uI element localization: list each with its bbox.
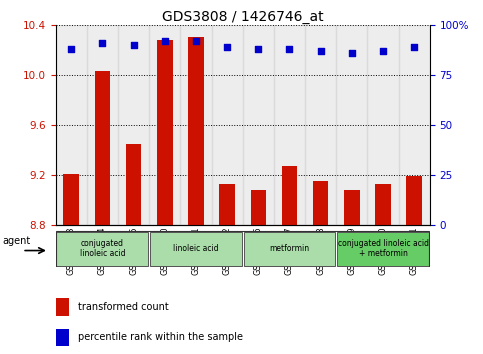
Bar [188,37,204,225]
Bar [57,232,148,266]
Point [161,38,169,44]
Bar [56,298,69,316]
Bar [63,173,79,225]
Bar [243,232,335,266]
Point [129,42,137,47]
Bar [150,232,242,266]
Bar [157,40,172,225]
Bar [56,25,87,225]
Bar [126,143,142,225]
Text: agent: agent [3,235,31,246]
Bar [375,183,391,225]
Bar [251,190,266,225]
Bar [242,25,274,225]
Point [192,38,200,44]
Point [67,46,75,52]
Bar [305,25,336,225]
Bar [212,25,242,225]
Text: conjugated
linoleic acid: conjugated linoleic acid [80,239,125,258]
Point [348,50,356,56]
Bar [282,166,298,225]
Text: percentile rank within the sample: percentile rank within the sample [78,332,243,342]
Point [285,46,293,52]
Bar [368,25,398,225]
Bar [56,329,69,346]
Bar [180,25,212,225]
Point [317,48,325,53]
Point [255,46,262,52]
Point [99,40,106,46]
Bar [149,25,180,225]
Point [411,44,418,50]
Bar [344,190,360,225]
Text: conjugated linoleic acid
+ metformin: conjugated linoleic acid + metformin [338,239,428,258]
Bar [337,232,429,266]
Bar [118,25,149,225]
Bar [336,25,368,225]
Bar [407,176,422,225]
Bar [87,25,118,225]
Bar [274,25,305,225]
Text: metformin: metformin [270,244,310,253]
Bar [95,71,110,225]
Title: GDS3808 / 1426746_at: GDS3808 / 1426746_at [162,10,324,24]
Text: linoleic acid: linoleic acid [173,244,219,253]
Bar [398,25,430,225]
Bar [219,183,235,225]
Bar [313,181,328,225]
Text: transformed count: transformed count [78,302,169,312]
Point [223,44,231,50]
Point [379,48,387,53]
